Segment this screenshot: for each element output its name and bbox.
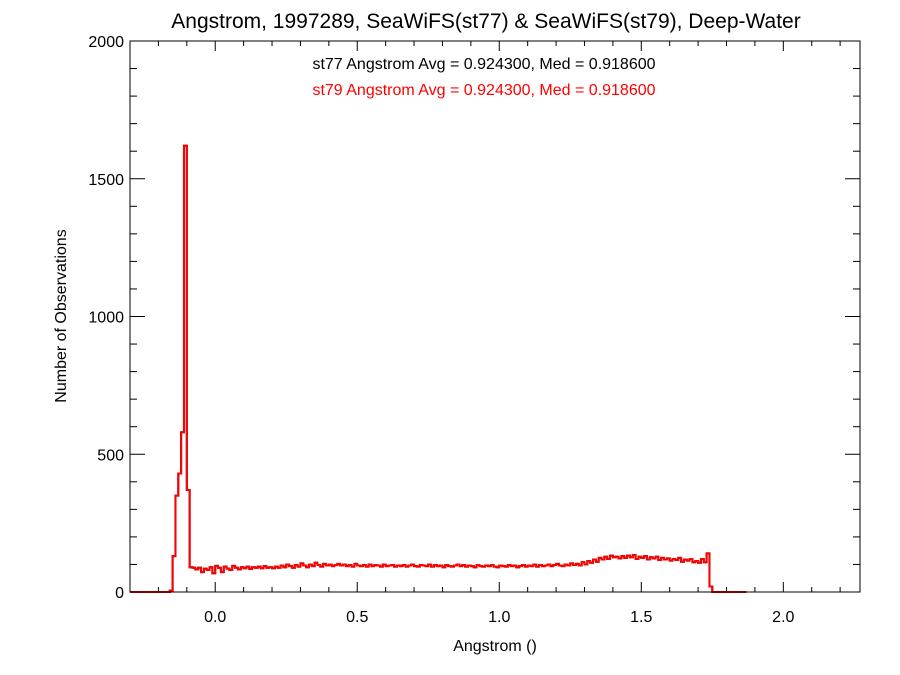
y-tick-label: 1500 (88, 172, 124, 189)
series-st77-line (130, 144, 747, 593)
x-axis-label: Angstrom () (453, 638, 537, 655)
annotation-st77: st77 Angstrom Avg = 0.924300, Med = 0.91… (312, 56, 655, 73)
y-axis-label: Number of Observations (53, 229, 70, 402)
x-tick-label: 1.0 (488, 609, 510, 626)
x-tick-label: 2.0 (772, 609, 794, 626)
axis-ticks: 0.0 0.5 1.0 1.5 2.0 0 500 1000 1500 2000 (88, 34, 860, 626)
chart-title: Angstrom, 1997289, SeaWiFS(st77) & SeaWi… (171, 10, 800, 33)
x-tick-label: 1.5 (630, 609, 652, 626)
plot-frame (129, 40, 861, 593)
x-tick-label: 0.5 (346, 609, 368, 626)
y-tick-label: 2000 (88, 34, 124, 51)
series-st79-line (130, 144, 747, 593)
x-tick-label: 0.0 (204, 609, 226, 626)
y-tick-label: 500 (97, 447, 124, 464)
y-tick-label: 1000 (88, 310, 124, 327)
series-layer (130, 144, 747, 593)
annotation-st79: st79 Angstrom Avg = 0.924300, Med = 0.91… (312, 82, 655, 99)
y-tick-label: 0 (115, 585, 124, 602)
